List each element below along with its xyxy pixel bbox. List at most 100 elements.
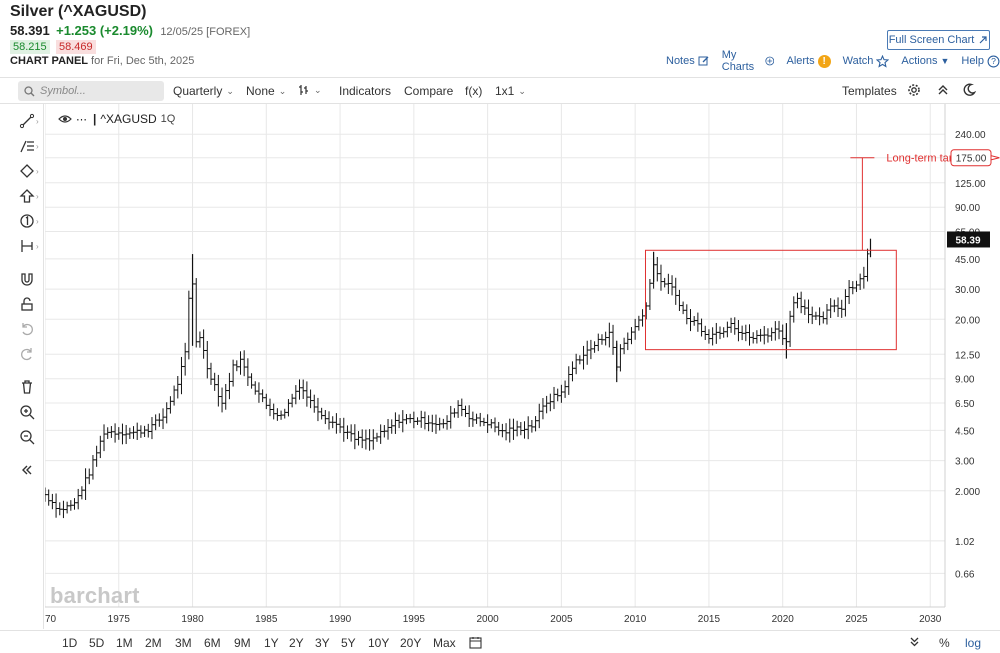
- trendline-tool[interactable]: [16, 112, 38, 130]
- function-button[interactable]: f(x): [465, 84, 483, 98]
- range-button-1m[interactable]: 1M: [116, 636, 133, 650]
- target-price-box: [950, 149, 992, 167]
- range-button-5y[interactable]: 5Y: [341, 636, 356, 650]
- settings-button[interactable]: [907, 83, 921, 97]
- alerts-label: Alerts: [786, 55, 815, 67]
- chart-toolbar: Symbol... Quarterly ⌄ None ⌄ ⌄ Indicators …: [0, 77, 1000, 104]
- range-button-10y[interactable]: 10Y: [368, 636, 390, 650]
- chevron-down-icon: ⌄: [518, 85, 526, 96]
- collapse-button[interactable]: [937, 83, 949, 97]
- price-chart[interactable]: 240.00175.00125.0090.0065.0045.0030.0020…: [45, 104, 1000, 629]
- range-button-1y[interactable]: 1Y: [264, 636, 279, 650]
- my-charts-label: My Charts: [721, 49, 755, 73]
- external-link-icon: [979, 36, 987, 44]
- zoom-out-button[interactable]: [16, 428, 38, 446]
- x-tick-label: 1980: [181, 614, 204, 625]
- arrow-tool[interactable]: [16, 187, 38, 205]
- trendline-icon: [19, 113, 35, 129]
- compare-button[interactable]: Compare: [404, 84, 454, 98]
- magnet-tool[interactable]: [16, 270, 38, 288]
- symbol-search[interactable]: Symbol...: [18, 81, 164, 101]
- full-screen-label: Full Screen Chart: [888, 34, 975, 46]
- chevron-down-icon: ⌄: [314, 84, 322, 95]
- range-button-2y[interactable]: 2Y: [289, 636, 304, 650]
- overlay-select[interactable]: None ⌄: [246, 84, 286, 98]
- range-button-2m[interactable]: 2M: [145, 636, 162, 650]
- annotation-tool[interactable]: [16, 212, 38, 230]
- y-tick-label: 0.66: [955, 569, 975, 580]
- trash-icon: [22, 380, 32, 394]
- shapes-tool[interactable]: [16, 162, 38, 180]
- undo-button[interactable]: [16, 320, 38, 338]
- full-screen-button[interactable]: Full Screen Chart: [887, 30, 990, 50]
- watch-link[interactable]: Watch: [843, 54, 890, 68]
- log-toggle[interactable]: log: [965, 636, 982, 650]
- range-button-5d[interactable]: 5D: [89, 636, 105, 650]
- layout-select[interactable]: 1x1 ⌄: [495, 84, 526, 98]
- y-tick-label: 45.00: [955, 255, 980, 266]
- fibonacci-icon: [20, 140, 34, 153]
- measure-icon: [21, 240, 33, 252]
- last-price-label: 58.39: [955, 235, 980, 246]
- range-bar: 1D 5D 1M 2M 3M 6M 9M 1Y 2Y 3Y 5Y 10Y 20Y…: [0, 630, 1000, 653]
- delete-button[interactable]: [16, 378, 38, 396]
- range-button-9m[interactable]: 9M: [234, 636, 251, 650]
- chevron-right-icon: ›: [36, 167, 39, 176]
- target-price-label: 175.00: [956, 154, 987, 165]
- x-tick-label: 2020: [772, 614, 795, 625]
- legend-interval: 1Q: [160, 113, 176, 125]
- legend-separator: |: [93, 112, 97, 126]
- x-tick-label: 70: [45, 614, 57, 625]
- indicators-button[interactable]: Indicators: [339, 84, 392, 98]
- y-tick-label: 125.00: [955, 179, 986, 190]
- templates-button[interactable]: Templates: [842, 84, 897, 98]
- svg-text:?: ?: [991, 56, 996, 66]
- eye-icon[interactable]: [58, 114, 72, 124]
- bid-price: 58.215: [10, 40, 50, 54]
- chevron-right-icon: ›: [36, 117, 39, 126]
- star-icon: [876, 54, 890, 68]
- chevron-down-icon: ⌄: [278, 85, 287, 96]
- range-button-3y[interactable]: 3Y: [315, 636, 330, 650]
- alerts-link[interactable]: Alerts !: [786, 54, 831, 68]
- date-range-button[interactable]: [469, 636, 482, 652]
- notes-link[interactable]: Notes: [666, 55, 710, 67]
- my-charts-link[interactable]: My Charts: [722, 49, 775, 73]
- bar-type-select[interactable]: ⌄: [298, 84, 322, 96]
- actions-label: Actions: [901, 55, 938, 67]
- caret-down-icon: ▼: [940, 56, 950, 66]
- zoom-in-button[interactable]: [16, 403, 38, 421]
- drawing-toolbar: › › › › › ›: [0, 104, 44, 629]
- redo-button[interactable]: [16, 345, 38, 363]
- period-select[interactable]: Quarterly ⌄: [173, 84, 234, 98]
- help-link[interactable]: Help ?: [961, 55, 1000, 68]
- fibonacci-tool[interactable]: [16, 137, 38, 155]
- plus-circle-icon: [765, 56, 775, 66]
- search-icon: [24, 85, 35, 96]
- range-button-3m[interactable]: 3M: [175, 636, 192, 650]
- scroll-down-button[interactable]: [909, 636, 920, 651]
- chevron-right-icon: ›: [36, 142, 39, 151]
- barchart-watermark: barchart: [50, 583, 140, 608]
- dark-mode-toggle[interactable]: [962, 83, 976, 97]
- y-tick-label: 2.000: [955, 487, 980, 498]
- last-price: 58.391: [10, 23, 50, 38]
- actions-menu[interactable]: Actions ▼: [901, 55, 949, 67]
- percent-toggle[interactable]: %: [939, 636, 950, 650]
- more-icon[interactable]: ⋯: [76, 113, 87, 126]
- measure-tool[interactable]: [16, 237, 38, 255]
- alert-icon: !: [817, 54, 831, 68]
- arrow-up-icon: [19, 189, 35, 203]
- lock-tool[interactable]: [16, 295, 38, 313]
- zoom-in-icon: [20, 405, 35, 420]
- range-button-1d[interactable]: 1D: [62, 636, 78, 650]
- range-button-max[interactable]: Max: [433, 636, 456, 650]
- range-button-20y[interactable]: 20Y: [400, 636, 422, 650]
- x-tick-label: 1985: [255, 614, 278, 625]
- quote-line: 58.391 +1.253 (+2.19%) 12/05/25 [FOREX]: [10, 23, 250, 38]
- symbol-placeholder: Symbol...: [40, 85, 86, 97]
- collapse-toolbar-button[interactable]: [16, 461, 38, 479]
- x-tick-label: 2010: [624, 614, 647, 625]
- range-button-6m[interactable]: 6M: [204, 636, 221, 650]
- y-tick-label: 1.02: [955, 537, 975, 548]
